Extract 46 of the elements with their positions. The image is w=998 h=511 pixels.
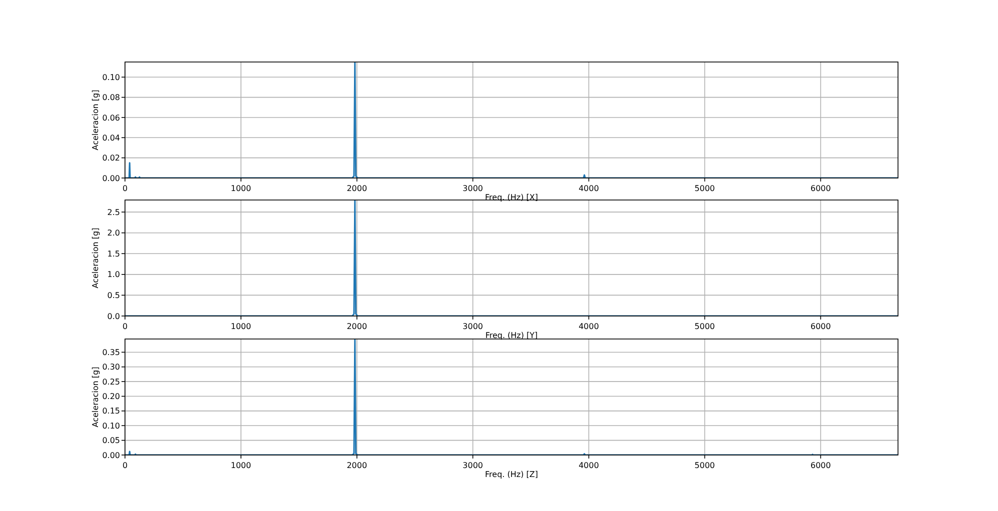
x-tick-label: 6000 (810, 461, 831, 470)
y-tick-label: 0.5 (107, 291, 120, 300)
x-tick-label: 0 (122, 322, 128, 331)
y-tick-label: 0.02 (102, 154, 120, 163)
x-tick-label: 1000 (230, 184, 252, 193)
y-tick-label: 0.08 (102, 93, 120, 102)
y-tick-label: 0.00 (102, 174, 120, 183)
x-tick-label: 3000 (462, 184, 484, 193)
x-tick-label: 2000 (346, 322, 368, 331)
x-tick-label: 1000 (230, 461, 252, 470)
y-tick-label: 0.30 (102, 362, 120, 372)
x-tick-label: 5000 (694, 461, 715, 470)
x-tick-label: 2000 (346, 461, 368, 470)
y-tick-label: 1.0 (107, 270, 120, 280)
y-tick-label: 1.5 (107, 249, 120, 258)
x-tick-label: 0 (122, 184, 128, 193)
y-tick-label: 0.20 (102, 392, 120, 402)
y-tick-label: 2.5 (107, 208, 120, 217)
x-tick-label: 6000 (810, 322, 831, 331)
x-tick-label: 4000 (578, 322, 599, 331)
y-tick-label: 0.06 (102, 113, 120, 122)
y-tick-label: 0.10 (102, 421, 120, 430)
x-tick-label: 0 (122, 461, 128, 470)
y-axis-title: Aceleracion [g] (91, 90, 100, 150)
x-tick-label: 3000 (462, 322, 484, 331)
y-tick-label: 0.15 (102, 406, 120, 416)
x-tick-label: 6000 (810, 184, 831, 193)
y-axis-title: Aceleracion [g] (91, 366, 100, 428)
y-tick-label: 0.0 (107, 312, 120, 321)
x-axis-title: Freq. (Hz) [Y] (485, 331, 538, 340)
y-tick-label: 2.0 (107, 228, 120, 238)
x-tick-label: 4000 (578, 461, 599, 470)
y-tick-label: 0.00 (102, 450, 120, 460)
x-tick-label: 4000 (578, 184, 599, 193)
x-tick-label: 5000 (694, 322, 715, 331)
x-tick-label: 1000 (230, 322, 252, 331)
y-axis-title: Aceleracion [g] (91, 228, 100, 288)
y-tick-label: 0.04 (102, 133, 120, 142)
x-tick-label: 5000 (694, 184, 715, 193)
x-tick-label: 2000 (346, 184, 368, 193)
y-tick-label: 0.05 (102, 436, 120, 446)
y-tick-label: 0.10 (102, 72, 120, 82)
x-axis-title: Freq. (Hz) [Z] (485, 470, 538, 479)
x-tick-label: 3000 (462, 461, 484, 470)
y-tick-label: 0.25 (102, 377, 120, 386)
y-tick-label: 0.35 (102, 348, 120, 358)
